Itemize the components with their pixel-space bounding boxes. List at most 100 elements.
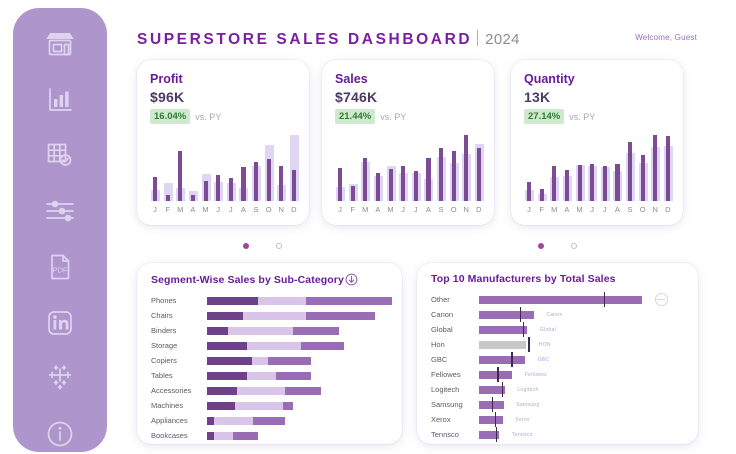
manufacturer-row[interactable]: Canon Canon <box>431 307 688 322</box>
manufacturer-row-label: Other <box>431 295 450 304</box>
pager-dot-1[interactable] <box>243 243 249 249</box>
manufacturer-row-label: Logitech <box>431 385 460 394</box>
spark-bar-current-year <box>153 176 158 201</box>
spark-bar-current-year <box>426 158 431 201</box>
kpi-delta-row: 16.04% vs. PY <box>150 109 296 124</box>
segment-stacked-bar <box>207 386 321 395</box>
spark-axis-label: A <box>425 205 431 214</box>
spark-bar-current-year <box>241 167 246 201</box>
spark-bar-current-year <box>388 169 393 201</box>
segment-row-track <box>207 296 392 305</box>
spark-bar-current-year <box>375 173 381 201</box>
segment-row-track <box>207 311 392 320</box>
spark-bar-current-year <box>228 178 233 201</box>
sidebar-item-store[interactable] <box>37 26 83 62</box>
segment-part <box>276 371 312 380</box>
manufacturer-bar <box>479 295 643 304</box>
segment-part <box>213 431 234 440</box>
welcome-label: Welcome, Guest <box>635 33 697 42</box>
sidebar-item-filters[interactable] <box>37 193 83 229</box>
segment-row[interactable]: Bookcases <box>151 428 392 443</box>
spark-axis-label: S <box>253 205 259 214</box>
segment-row-label: Phones <box>151 296 177 305</box>
linkedin-icon <box>47 310 73 336</box>
segment-part <box>228 326 293 335</box>
manufacturer-row[interactable]: Fellowes Fellowes <box>431 367 688 382</box>
segment-row-track <box>207 326 392 335</box>
manufacturer-reference-line <box>519 307 522 322</box>
sidebar-item-linkedin[interactable] <box>37 305 83 341</box>
segment-part <box>235 401 283 410</box>
spark-axis-label: J <box>153 205 157 214</box>
manufacturer-row-track: Logitech <box>479 382 688 397</box>
pager-dot-2[interactable] <box>276 243 282 249</box>
pager-dot-2[interactable] <box>571 243 577 249</box>
manufacturer-row[interactable]: GBC GBC <box>431 352 688 367</box>
spark-column <box>226 135 236 201</box>
manufacturer-row-track: GBC <box>479 352 688 367</box>
sidebar-item-info[interactable] <box>37 416 83 452</box>
manufacturer-logo: Logitech <box>517 386 539 393</box>
spark-bar-current-year <box>190 195 196 201</box>
segment-row[interactable]: Storage <box>151 338 392 353</box>
segment-row[interactable]: Accessories <box>151 383 392 398</box>
spark-column <box>436 135 446 201</box>
segment-stacked-bar <box>207 401 293 410</box>
segment-part <box>306 311 376 320</box>
svg-text:PDF: PDF <box>53 265 68 274</box>
segment-row-track <box>207 371 392 380</box>
spark-column <box>348 135 358 201</box>
segment-row[interactable]: Chairs <box>151 308 392 323</box>
segment-row[interactable]: Binders <box>151 323 392 338</box>
segment-part <box>251 356 269 365</box>
bar-chart-icon <box>47 87 73 113</box>
segment-part <box>207 386 237 395</box>
manufacturer-row-track: Tennsco <box>479 427 688 442</box>
sidebar-item-tableau[interactable] <box>37 361 83 397</box>
manufacturer-row[interactable]: Logitech Logitech <box>431 382 688 397</box>
kpi-delta-row: 21.44% vs. PY <box>335 109 481 124</box>
spark-axis-label: A <box>375 205 381 214</box>
spark-bar-current-year <box>279 166 284 201</box>
manufacturer-row[interactable]: Xerox Xerox <box>431 412 688 427</box>
segment-row[interactable]: Tables <box>151 368 392 383</box>
spark-bar-current-year <box>413 170 418 201</box>
segment-row-label: Copiers <box>151 356 177 365</box>
segment-row[interactable]: Copiers <box>151 353 392 368</box>
segment-stacked-bar <box>207 296 392 305</box>
spark-axis-label: A <box>190 205 196 214</box>
kpi-pager-right[interactable] <box>538 243 577 249</box>
manufacturer-row[interactable]: Global Global <box>431 322 688 337</box>
kpi-title: Quantity <box>524 72 575 86</box>
manufacturers-panel: Top 10 Manufacturers by Total Sales Othe… <box>417 263 698 444</box>
spark-bar-current-year <box>178 151 183 201</box>
segment-row[interactable]: Phones <box>151 293 392 308</box>
pager-dot-1[interactable] <box>538 243 544 249</box>
spark-bar-current-year <box>165 194 170 201</box>
sidebar-item-data-grid[interactable] <box>37 138 83 174</box>
sidebar-item-pdf[interactable]: PDF <box>37 249 83 285</box>
kpi-pager-left[interactable] <box>243 243 282 249</box>
segment-row[interactable]: Machines <box>151 398 392 413</box>
manufacturer-row[interactable]: Samsung Samsung <box>431 397 688 412</box>
segment-part <box>258 296 307 305</box>
segment-row[interactable]: Appliances <box>151 413 392 428</box>
manufacturer-row[interactable]: Hon HON <box>431 337 688 352</box>
sort-descending-icon[interactable] <box>345 273 358 286</box>
manufacturer-row-label: Fellowes <box>431 370 461 379</box>
grid-check-icon <box>46 142 74 168</box>
manufacturer-row[interactable]: Tennsco Tennsco <box>431 427 688 442</box>
spark-column <box>650 135 661 201</box>
segment-row-label: Machines <box>151 401 184 410</box>
sidebar-item-analytics[interactable] <box>37 82 83 118</box>
manufacturer-row[interactable]: Other <box>431 292 688 307</box>
segment-rows: Phones Chairs Binders Storage Copiers Tables A… <box>137 286 402 443</box>
manufacturer-logo: Tennsco <box>511 431 533 438</box>
segment-row-track <box>207 431 392 440</box>
manufacturer-bar <box>479 385 505 394</box>
spark-column <box>238 135 249 201</box>
